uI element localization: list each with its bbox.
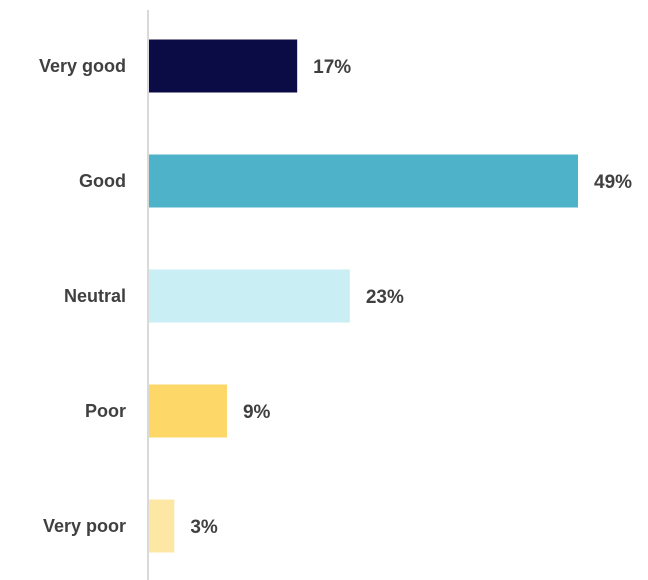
bar-very-poor: [148, 499, 175, 553]
data-label: 17%: [313, 57, 351, 78]
category-label: Very poor: [43, 516, 126, 536]
data-label: 3%: [190, 517, 218, 538]
category-label: Very good: [39, 56, 126, 76]
data-label: 49%: [594, 172, 632, 193]
bar-neutral: [148, 269, 350, 323]
category-label: Good: [79, 171, 126, 191]
bar-good: [148, 154, 578, 208]
category-label: Neutral: [64, 286, 126, 306]
data-label: 9%: [243, 402, 271, 423]
bars-layer: Very good 17% Good 49% Neutral 23% Poor 9% Very …: [39, 39, 632, 553]
bar-very-good: [148, 39, 298, 93]
data-label: 23%: [366, 287, 404, 308]
bar-poor: [148, 384, 227, 438]
category-label: Poor: [85, 401, 126, 421]
